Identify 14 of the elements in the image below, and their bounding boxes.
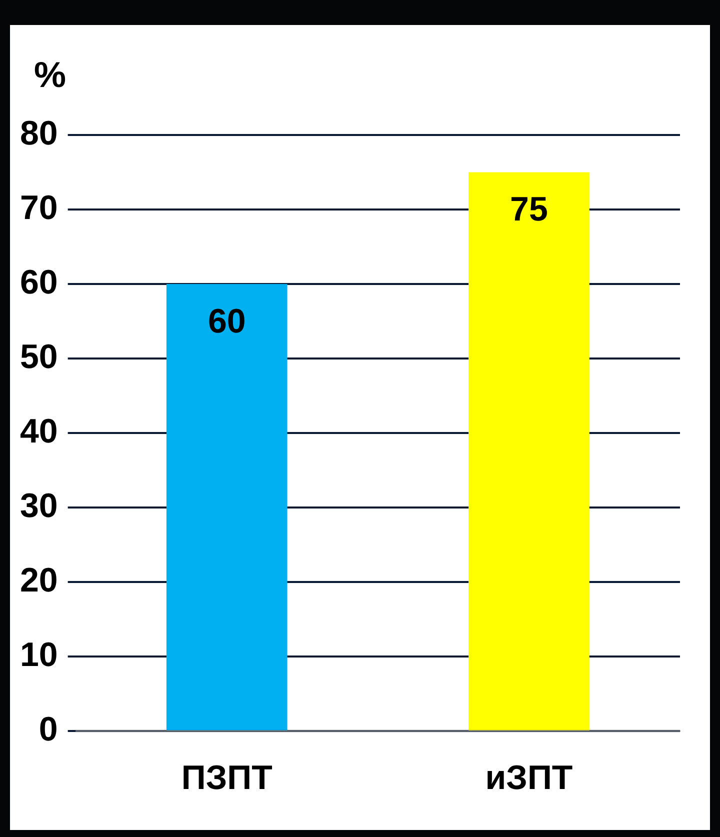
data-label: 75 (510, 190, 548, 229)
y-tick-label: 80 (20, 114, 58, 152)
y-tick-label: 20 (20, 562, 58, 600)
y-axis-title: % (34, 54, 66, 95)
x-tick-label: иЗПТ (485, 758, 573, 797)
data-label: 60 (208, 302, 246, 340)
x-tick-label: ПЗПТ (181, 758, 273, 797)
y-tick-label: 60 (20, 263, 58, 302)
y-tick-label: 30 (20, 487, 58, 525)
y-tick-label: 40 (20, 412, 58, 450)
y-tick-label: 70 (20, 188, 58, 227)
y-tick-label: 50 (20, 338, 58, 376)
y-tick-label: 10 (20, 636, 58, 674)
y-tick-label: 0 (38, 710, 58, 749)
